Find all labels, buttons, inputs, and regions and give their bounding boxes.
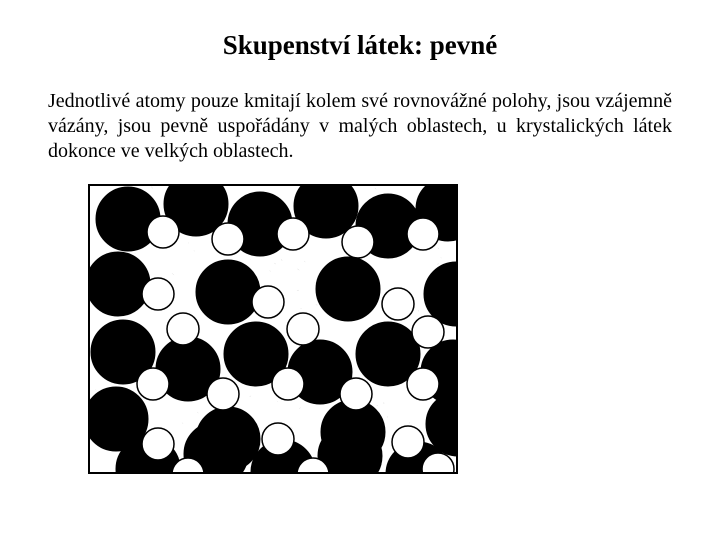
small-atom bbox=[412, 316, 444, 348]
small-atom bbox=[277, 218, 309, 250]
large-atom bbox=[88, 252, 150, 316]
small-atom bbox=[392, 426, 424, 458]
small-atom bbox=[342, 226, 374, 258]
large-atom bbox=[316, 257, 380, 321]
small-atom bbox=[142, 428, 174, 460]
small-atom bbox=[212, 223, 244, 255]
small-atom bbox=[382, 288, 414, 320]
slide-page: Skupenství látek: pevné Jednotlivé atomy… bbox=[0, 0, 720, 540]
small-atom bbox=[207, 378, 239, 410]
small-atom bbox=[272, 368, 304, 400]
small-atom bbox=[287, 313, 319, 345]
small-atom bbox=[252, 286, 284, 318]
small-atom bbox=[167, 313, 199, 345]
small-atom bbox=[142, 278, 174, 310]
small-atom bbox=[407, 368, 439, 400]
atoms-diagram bbox=[88, 184, 458, 474]
small-atom bbox=[147, 216, 179, 248]
small-atom bbox=[137, 368, 169, 400]
slide-paragraph: Jednotlivé atomy pouze kmitají kolem své… bbox=[48, 89, 672, 164]
diagram-container bbox=[48, 184, 672, 474]
small-atom bbox=[262, 423, 294, 455]
slide-title: Skupenství látek: pevné bbox=[48, 30, 672, 61]
small-atom bbox=[340, 378, 372, 410]
large-atom bbox=[196, 260, 260, 324]
small-atom bbox=[407, 218, 439, 250]
